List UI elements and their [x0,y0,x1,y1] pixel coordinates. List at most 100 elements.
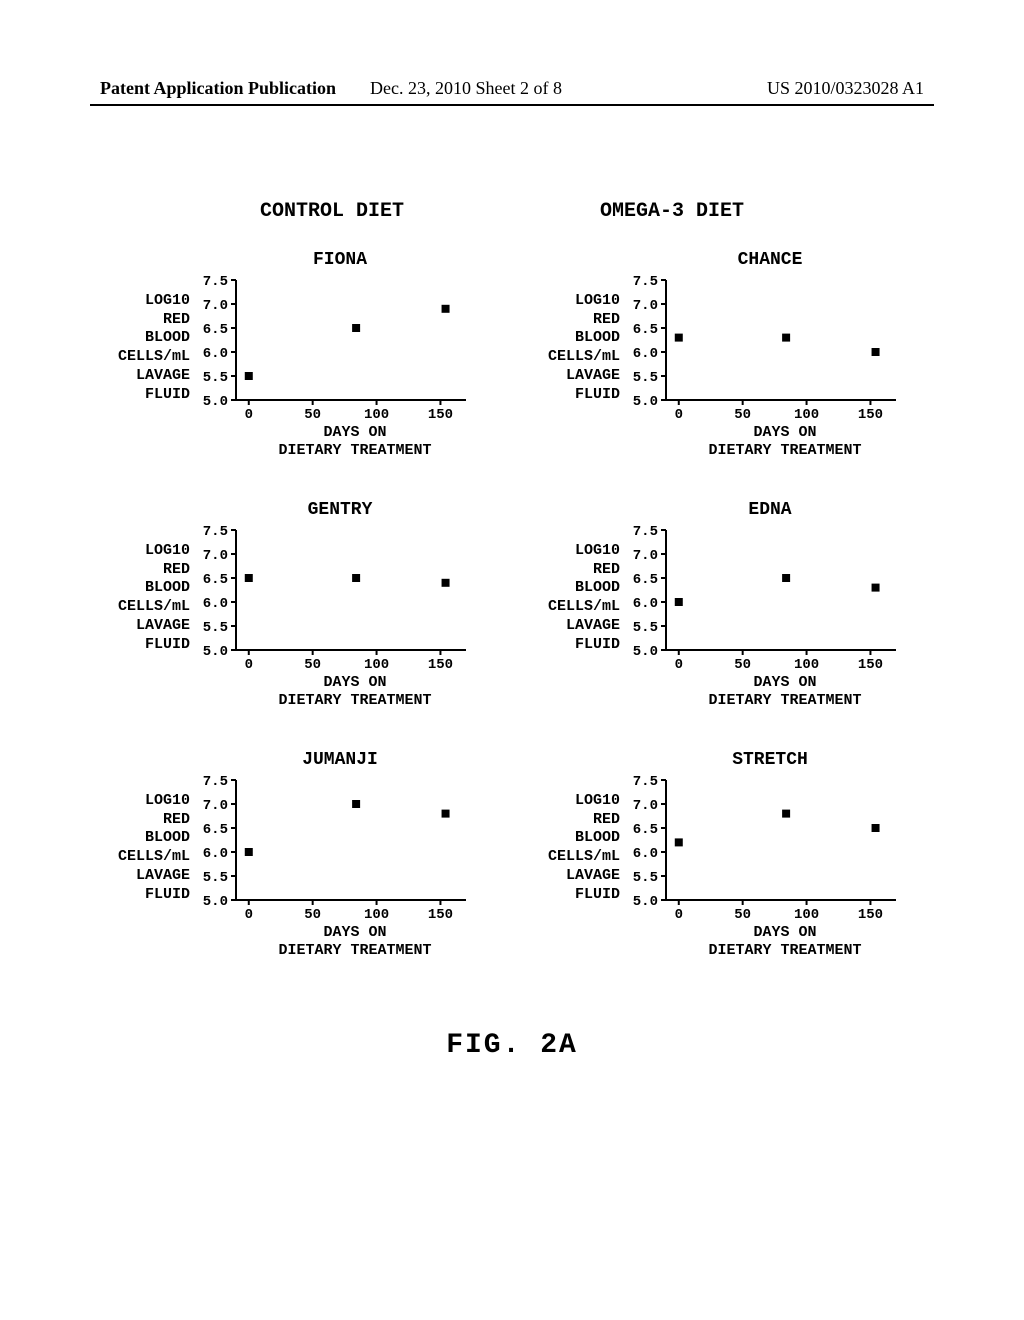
x-axis-label: DAYS ONDIETARY TREATMENT [640,424,930,460]
chart-cell: FIONA LOG10REDBLOODCELLS/mLLAVAGEFLUID 5.0… [100,250,500,460]
svg-text:5.0: 5.0 [633,644,658,660]
plot-area: 5.05.56.06.57.07.5050100150 [194,774,472,922]
svg-text:6.5: 6.5 [203,572,228,588]
svg-text:7.5: 7.5 [203,774,228,790]
svg-text:150: 150 [428,657,453,672]
y-axis-label: LOG10REDBLOODCELLS/mLLAVAGEFLUID [530,792,620,905]
svg-text:100: 100 [364,657,389,672]
svg-text:150: 150 [428,407,453,422]
plot-area: 5.05.56.06.57.07.5050100150 [624,274,902,422]
chart-body: LOG10REDBLOODCELLS/mLLAVAGEFLUID 5.0 5.5 6.… [100,274,500,422]
x-axis-label: DAYS ONDIETARY TREATMENT [210,424,500,460]
chart-body: LOG10REDBLOODCELLS/mLLAVAGEFLUID 5.0 5.5 6.… [530,524,930,672]
svg-text:50: 50 [304,657,321,672]
svg-text:100: 100 [364,407,389,422]
y-axis-label: LOG10REDBLOODCELLS/mLLAVAGEFLUID [100,542,190,655]
chart-svg: 5.05.56.06.57.07.5050100150 [194,274,472,422]
plot-area: 5.0 5.5 6.0 6.5 7.0 7.5 0 50 100 150 [194,524,472,672]
svg-text:50: 50 [734,907,751,922]
column-title-control: CONTROL DIET [260,200,404,223]
svg-text:7.0: 7.0 [633,298,658,314]
figure-caption: FIG. 2A [0,1030,1024,1061]
svg-text:6.0: 6.0 [203,346,228,362]
chart-body: LOG10REDBLOODCELLS/mLLAVAGEFLUID5.05.56.… [100,774,500,922]
chart-svg: 5.05.56.06.57.07.5050100150 [194,774,472,922]
svg-text:0: 0 [245,657,253,672]
chart-cell: EDNA LOG10REDBLOODCELLS/mLLAVAGEFLUID 5.0 5… [530,500,930,710]
svg-text:0: 0 [675,657,683,672]
chart-cell: GENTRYLOG10REDBLOODCELLS/mLLAVAGEFLUID5.… [100,500,500,710]
svg-text:100: 100 [794,907,819,922]
svg-text:6.0: 6.0 [633,846,658,862]
chart-body: LOG10REDBLOODCELLS/mLLAVAGEFLUID5.05.56.… [530,274,930,422]
svg-text:6.5: 6.5 [203,322,228,338]
chart-svg: 5.0 5.5 6.0 6.5 7.0 7.5 0 50 100 150 [194,524,472,672]
chart-row: GENTRYLOG10REDBLOODCELLS/mLLAVAGEFLUID5.… [100,500,930,710]
x-axis-label: DAYS ONDIETARY TREATMENT [640,924,930,960]
svg-text:150: 150 [858,657,883,672]
y-axis-label: LOG10REDBLOODCELLS/mLLAVAGEFLUID [530,292,620,405]
svg-text:6.0: 6.0 [203,846,228,862]
svg-text:6.5: 6.5 [633,572,658,588]
svg-text:5.5: 5.5 [203,370,228,386]
svg-text:50: 50 [734,407,751,422]
chart-body: LOG10REDBLOODCELLS/mLLAVAGEFLUID 5.0 5.5 6.… [530,774,930,922]
chart-row: JUMANJI LOG10REDBLOODCELLS/mLLAVAGEFLUID 5… [100,750,930,960]
svg-text:5.5: 5.5 [203,870,228,886]
x-axis-label: DAYS ONDIETARY TREATMENT [210,674,500,710]
svg-text:0: 0 [245,907,253,922]
chart-title: JUMANJI [180,750,500,770]
y-axis-label: LOG10REDBLOODCELLS/mLLAVAGEFLUID [100,792,190,905]
svg-text:150: 150 [858,407,883,422]
svg-text:6.0: 6.0 [633,346,658,362]
svg-text:6.5: 6.5 [633,322,658,338]
y-axis-label: LOG10REDBLOODCELLS/mLLAVAGEFLUID [530,542,620,655]
svg-text:7.0: 7.0 [633,798,658,814]
svg-text:6.5: 6.5 [633,822,658,838]
chart-svg: 5.05.56.06.57.07.5050100150 [624,774,902,922]
svg-text:7.0: 7.0 [203,298,228,314]
svg-text:6.5: 6.5 [203,822,228,838]
header-rule [90,104,934,106]
chart-title: STRETCH [610,750,930,770]
y-axis-label: LOG10REDBLOODCELLS/mLLAVAGEFLUID [100,292,190,405]
svg-text:7.0: 7.0 [633,548,658,564]
svg-text:0: 0 [245,407,253,422]
header-date-sheet: Dec. 23, 2010 Sheet 2 of 8 [370,78,562,99]
chart-title: CHANCE [610,250,930,270]
x-axis-label: DAYS ONDIETARY TREATMENT [210,924,500,960]
chart-cell: JUMANJI LOG10REDBLOODCELLS/mLLAVAGEFLUID 5… [100,750,500,960]
header-publication: Patent Application Publication [100,78,336,99]
column-title-omega3: OMEGA-3 DIET [600,200,744,223]
svg-text:5.0: 5.0 [203,644,228,660]
svg-text:50: 50 [304,407,321,422]
svg-text:6.0: 6.0 [203,596,228,612]
chart-cell: CHANCE LOG10REDBLOODCELLS/mLLAVAGEFLUID5.… [530,250,930,460]
chart-title: EDNA [610,500,930,520]
svg-text:7.5: 7.5 [203,524,228,540]
svg-text:7.5: 7.5 [633,524,658,540]
patent-page: Patent Application Publication Dec. 23, … [0,0,1024,1320]
chart-svg: 5.05.56.06.57.07.5050100150 [624,524,902,672]
svg-text:100: 100 [364,907,389,922]
chart-row: FIONA LOG10REDBLOODCELLS/mLLAVAGEFLUID 5.0… [100,250,930,460]
svg-text:5.5: 5.5 [203,620,228,636]
svg-text:0: 0 [675,407,683,422]
x-axis-label: DAYS ONDIETARY TREATMENT [640,674,930,710]
svg-text:100: 100 [794,657,819,672]
chart-cell: STRETCH LOG10REDBLOODCELLS/mLLAVAGEFLUID 5… [530,750,930,960]
svg-text:0: 0 [675,907,683,922]
svg-text:7.0: 7.0 [203,548,228,564]
chart-title: FIONA [180,250,500,270]
chart-svg: 5.05.56.06.57.07.5050100150 [624,274,902,422]
plot-area: 5.05.56.06.57.07.5050100150 [194,274,472,422]
svg-text:5.5: 5.5 [633,620,658,636]
svg-text:150: 150 [428,907,453,922]
chart-title: GENTRY [180,500,500,520]
svg-text:5.0: 5.0 [203,394,228,410]
svg-text:5.0: 5.0 [633,894,658,910]
chart-grid: FIONALOG10REDBLOODCELLS/mLLAVAGEFLUID5.0… [100,250,930,1000]
chart-body: LOG10REDBLOODCELLS/mLLAVAGEFLUID 5.0 5.5 6.… [100,524,500,672]
plot-area: 5.05.56.06.57.07.5050100150 [624,524,902,672]
svg-text:5.5: 5.5 [633,870,658,886]
